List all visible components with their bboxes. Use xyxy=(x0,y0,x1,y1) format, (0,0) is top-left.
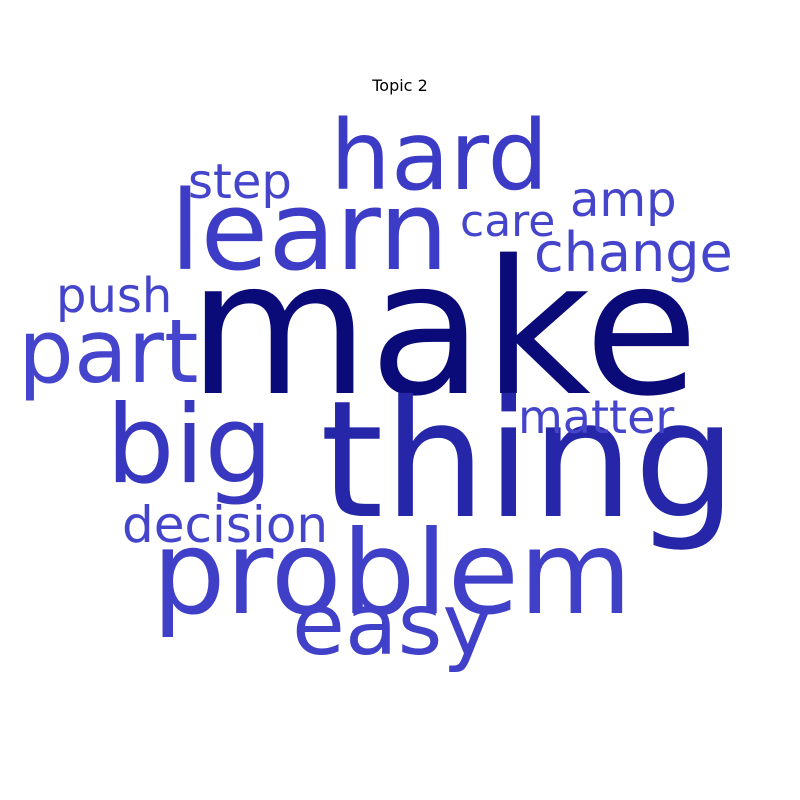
word-amp: amp xyxy=(570,172,677,228)
word-step: step xyxy=(188,154,292,210)
word-care: care xyxy=(460,196,556,247)
word-make: make xyxy=(188,220,699,437)
word-easy: easy xyxy=(292,575,494,675)
word-thing: thing xyxy=(320,367,737,555)
word-hard: hard xyxy=(330,100,549,212)
word-part: part xyxy=(18,300,199,403)
word-learn: learn xyxy=(170,167,449,295)
word-problem: problem xyxy=(152,506,632,641)
word-change: change xyxy=(534,221,733,284)
word-big: big xyxy=(106,383,274,508)
word-decision: decision xyxy=(122,496,329,554)
word-push: push xyxy=(56,268,173,324)
chart-title: Topic 2 xyxy=(372,76,428,95)
word-matter: matter xyxy=(518,390,675,444)
